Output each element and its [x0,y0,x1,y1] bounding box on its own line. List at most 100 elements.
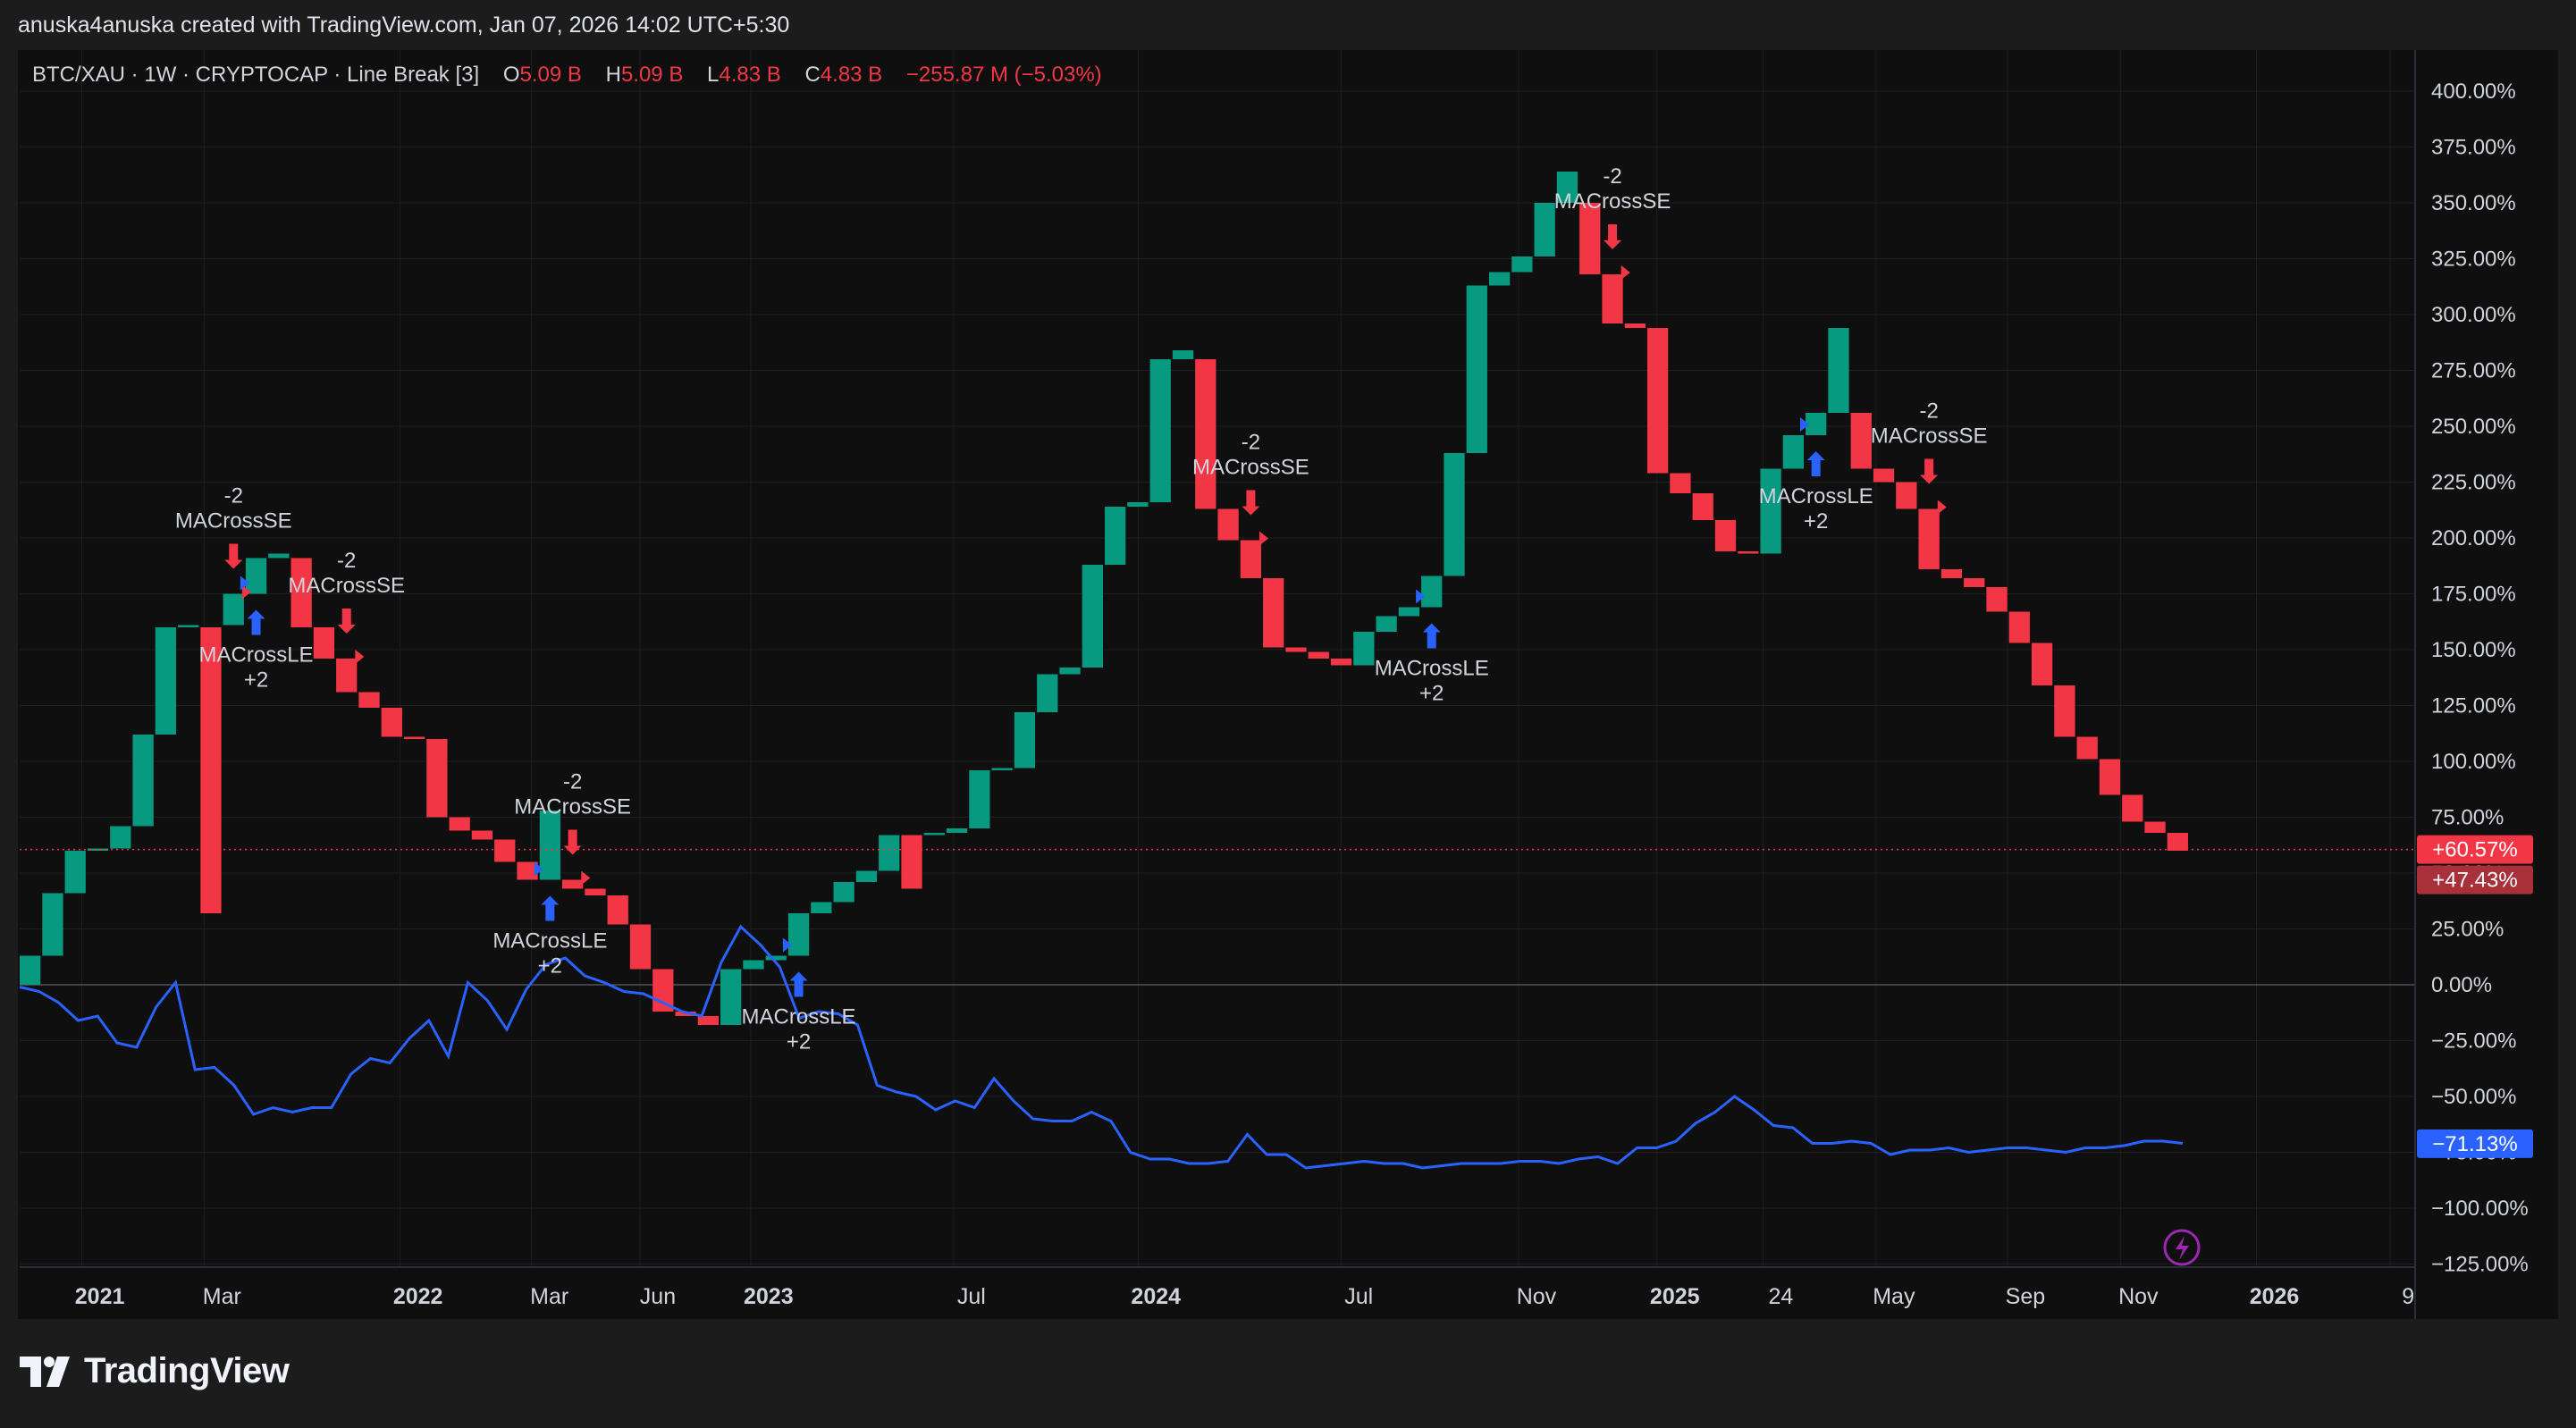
brick-down [1308,651,1329,659]
price-badge [2417,1129,2533,1158]
brick-up [1398,607,1420,617]
brick-up [1444,453,1465,576]
brick-up [178,625,199,627]
time-axis-label: 24 [1769,1284,1794,1309]
brick-down [1579,203,1601,274]
time-axis-label: 2021 [75,1284,125,1309]
time-axis-label: 2024 [1131,1284,1181,1309]
brick-down [1850,413,1872,469]
brick-down [1896,482,1917,509]
open-value: 5.09 B [519,63,582,87]
long-entry-marker-icon [1416,589,1426,604]
long-entry-marker-icon [1800,417,1810,432]
lightning-bolt-icon [2176,1236,2189,1260]
low-value: 4.83 B [719,63,781,87]
price-badge [2417,865,2533,895]
brick-down [901,835,922,889]
brick-up [1421,575,1443,608]
price-axis-label: 150.00% [2431,638,2516,662]
brick-up [1466,285,1487,453]
signal-qty: -2 [337,549,356,573]
brick-up [743,960,764,970]
short-entry-marker-icon [355,650,365,664]
chart-panel[interactable] [18,50,2558,1319]
time-axis-label: 9 [2402,1284,2414,1309]
signal-qty: +2 [787,1030,811,1054]
tradingview-logo[interactable]: TradingView [20,1351,290,1391]
price-axis-label: 325.00% [2431,248,2516,272]
time-axis-label: Nov [1517,1284,1557,1309]
signal-label: MACrossSE [1554,189,1671,214]
brick-up [64,851,86,894]
short-signal-arrow-icon [1920,458,1939,484]
brick-up [1376,616,1397,632]
brick-up [1105,507,1126,565]
brick-up [1059,668,1081,675]
brick-down [358,692,380,708]
brick-down [290,558,312,627]
time-axis-label: Sep [2006,1284,2045,1309]
brick-up [879,835,900,871]
price-axis-label: 350.00% [2431,191,2516,215]
brick-down [381,708,402,737]
brick-up [1353,632,1375,666]
signal-qty: -2 [1242,431,1260,455]
brick-up [1556,172,1578,203]
long-signal-arrow-icon [789,971,808,997]
price-axis-label: 175.00% [2431,583,2516,607]
brick-down [607,895,628,925]
short-entry-marker-icon [1259,531,1269,546]
brick-up [720,969,742,1025]
time-axis-label: Jun [640,1284,676,1309]
brick-down [585,888,606,895]
brick-up [1127,502,1149,507]
signal-label: MACrossLE [1759,484,1873,508]
price-badge-label: +47.43% [2432,869,2517,893]
brick-up [946,828,968,833]
price-axis-label: 275.00% [2431,359,2516,383]
brick-up [1172,350,1194,359]
short-entry-marker-icon [241,584,251,600]
brick-down [629,924,652,970]
signal-qty: +2 [1804,509,1828,533]
long-signal-arrow-icon [1806,451,1825,476]
brick-down [562,879,584,889]
price-axis-label: −25.00% [2431,1029,2516,1054]
brick-down [2054,685,2075,737]
brick-down [2076,736,2098,760]
brick-up [1760,468,1781,554]
short-signal-arrow-icon [563,829,582,855]
brick-down [403,736,425,739]
long-entry-marker-icon [534,861,543,877]
long-signal-arrow-icon [1422,623,1441,649]
price-axis-label: 250.00% [2431,415,2516,439]
signal-label: MACrossLE [1375,657,1489,681]
time-axis-label: Jul [957,1284,986,1309]
brick-down [1602,274,1623,323]
brick-down [1624,323,1646,328]
brick-down [494,839,516,862]
brick-up [223,593,244,626]
brick-up [765,955,787,961]
lightning-icon[interactable] [2163,1229,2201,1266]
symbol-info[interactable]: BTC/XAU · 1W · CRYPTOCAP · Line Break [3… [32,63,480,87]
brick-down [1330,659,1352,666]
low-label: L [707,63,720,87]
brick-down [1217,508,1239,541]
close-value: 4.83 B [820,63,883,87]
brick-down [1940,569,1963,578]
short-entry-marker-icon [1621,265,1630,280]
brick-up [1014,712,1036,769]
brick-down [2099,759,2121,795]
brick-up [969,770,990,828]
short-signal-arrow-icon [1242,490,1260,516]
brick-down [1692,493,1713,520]
price-axis-label: 200.00% [2431,526,2516,550]
brick-down [1986,587,2008,612]
brick-down [426,739,448,818]
brick-up [245,558,267,594]
price-badge-label: +60.57% [2432,838,2517,862]
signal-qty: -2 [224,484,243,508]
high-label: H [605,63,621,87]
